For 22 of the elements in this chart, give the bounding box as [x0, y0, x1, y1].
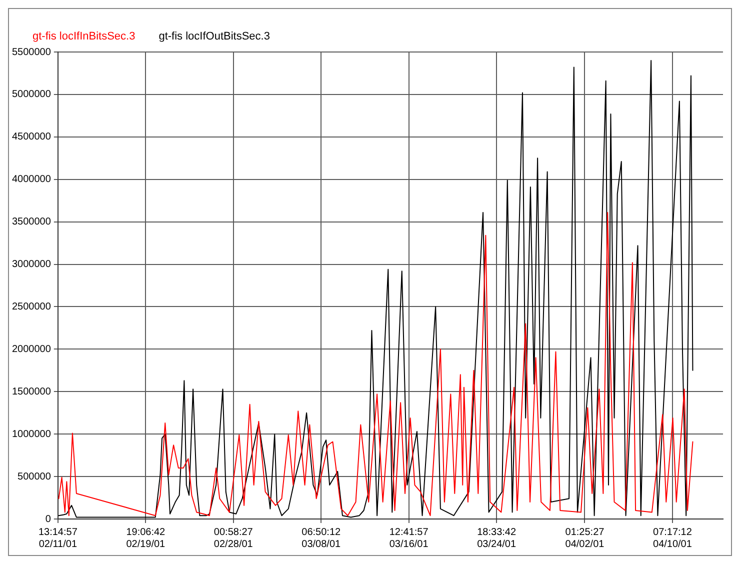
x-tick-label: 01:25:27 04/02/01 — [565, 526, 605, 550]
x-tick-label: 12:41:57 03/16/01 — [389, 526, 429, 550]
text: gt-fis locIfOutBitsSec.3 — [158, 30, 270, 43]
y-tick-label: 0 — [45, 514, 52, 525]
y-tick-label: 1500000 — [12, 386, 52, 398]
x-tick-label: 00:58:27 02/28/01 — [214, 526, 254, 550]
text: gt-fis locIfInBitsSec.3 — [32, 30, 136, 43]
y-tick-label: 500000 — [18, 471, 52, 482]
y-tick-label: 1000000 — [12, 428, 52, 440]
y-tick-label: 2500000 — [12, 301, 52, 312]
x-tick-label: 18:33:42 03/24/01 — [477, 526, 516, 550]
y-tick-label: 5000000 — [12, 89, 52, 100]
x-tick-label: 19:06:42 02/19/01 — [126, 526, 166, 550]
y-tick-label: 2000000 — [12, 344, 52, 355]
y-tick-label: 5500000 — [12, 46, 52, 58]
y-tick-label: 3500000 — [12, 216, 52, 228]
x-tick-label: 06:50:12 03/08/01 — [302, 526, 342, 550]
y-tick-label: 4000000 — [12, 174, 52, 186]
x-tick-label: 13:14:57 02/11/01 — [38, 526, 78, 550]
x-tick-label: 07:17:12 04/10/01 — [653, 526, 692, 550]
y-tick-label: 3000000 — [12, 259, 52, 270]
y-tick-label: 4500000 — [12, 132, 52, 143]
